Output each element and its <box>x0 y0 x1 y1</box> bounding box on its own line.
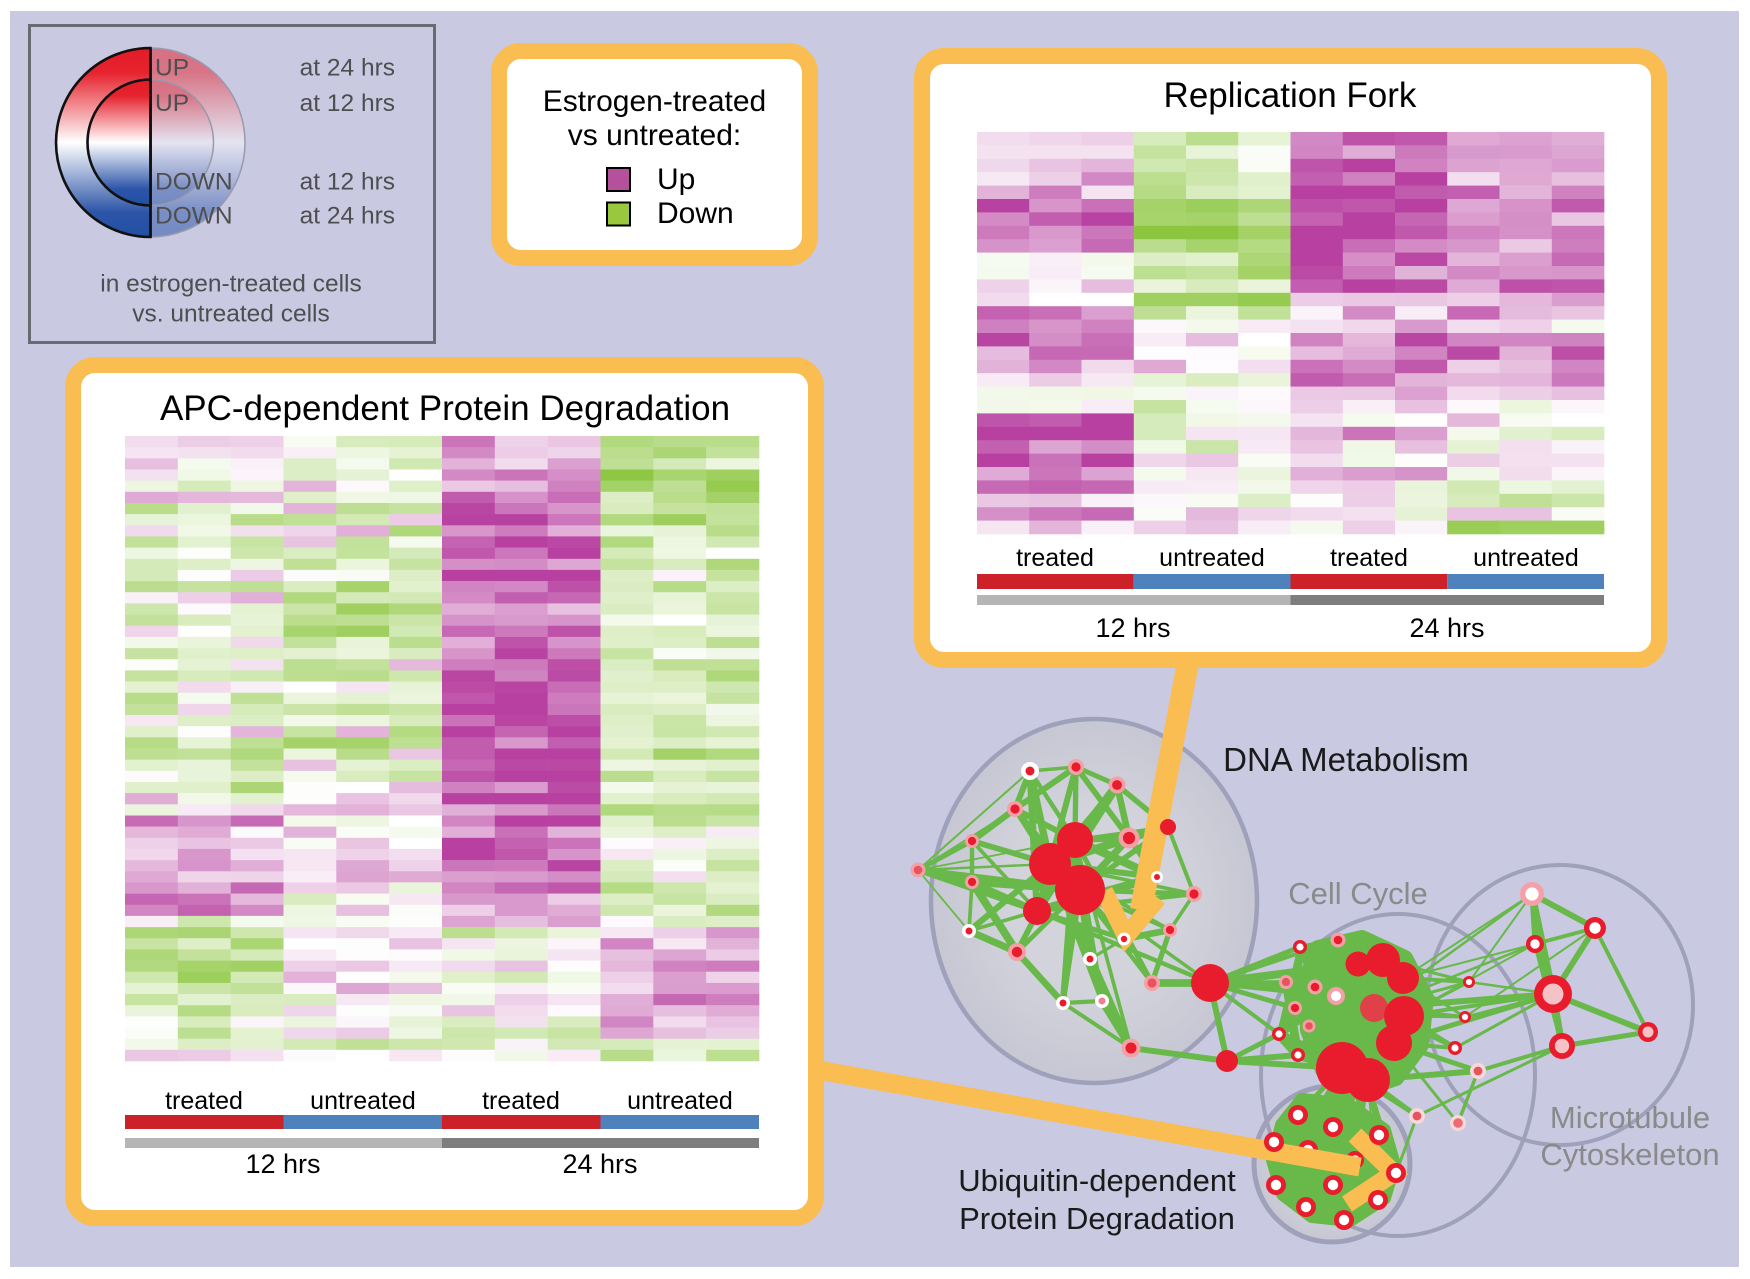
svg-text:Microtubule: Microtubule <box>1550 1100 1710 1135</box>
svg-text:treated: treated <box>482 1087 560 1115</box>
svg-text:in estrogen-treated cells: in estrogen-treated cells <box>100 271 361 298</box>
svg-text:untreated: untreated <box>1159 544 1265 572</box>
svg-text:Up: Up <box>657 163 695 196</box>
svg-text:DOWN: DOWN <box>155 169 233 196</box>
svg-text:Cell Cycle: Cell Cycle <box>1288 876 1428 911</box>
svg-text:treated: treated <box>1016 544 1094 572</box>
svg-text:12 hrs: 12 hrs <box>1095 613 1170 643</box>
svg-text:UP: UP <box>155 55 189 82</box>
svg-text:treated: treated <box>1330 544 1408 572</box>
svg-text:at 12 hrs: at 12 hrs <box>300 169 395 196</box>
svg-text:treated: treated <box>165 1087 243 1115</box>
svg-text:at 24 hrs: at 24 hrs <box>300 203 395 230</box>
svg-text:untreated: untreated <box>310 1087 416 1115</box>
svg-text:UP: UP <box>155 90 189 117</box>
svg-text:APC-dependent Protein Degradat: APC-dependent Protein Degradation <box>160 389 730 428</box>
svg-text:Ubiquitin-dependent: Ubiquitin-dependent <box>958 1163 1236 1198</box>
svg-text:untreated: untreated <box>627 1087 733 1115</box>
svg-text:DOWN: DOWN <box>155 203 233 230</box>
svg-text:at 12 hrs: at 12 hrs <box>300 90 395 117</box>
svg-text:Protein Degradation: Protein Degradation <box>959 1201 1235 1236</box>
svg-text:vs. untreated cells: vs. untreated cells <box>132 301 329 328</box>
svg-text:Cytoskeleton: Cytoskeleton <box>1540 1137 1719 1172</box>
svg-text:vs untreated:: vs untreated: <box>568 119 741 152</box>
svg-text:24 hrs: 24 hrs <box>1409 613 1484 643</box>
svg-text:12 hrs: 12 hrs <box>245 1149 320 1179</box>
svg-text:24 hrs: 24 hrs <box>562 1149 637 1179</box>
svg-text:Replication Fork: Replication Fork <box>1164 76 1417 115</box>
svg-text:DNA Metabolism: DNA Metabolism <box>1223 741 1469 778</box>
svg-text:Down: Down <box>657 197 734 230</box>
svg-text:Estrogen-treated: Estrogen-treated <box>543 85 766 118</box>
svg-text:untreated: untreated <box>1473 544 1579 572</box>
svg-text:at 24 hrs: at 24 hrs <box>300 55 395 82</box>
